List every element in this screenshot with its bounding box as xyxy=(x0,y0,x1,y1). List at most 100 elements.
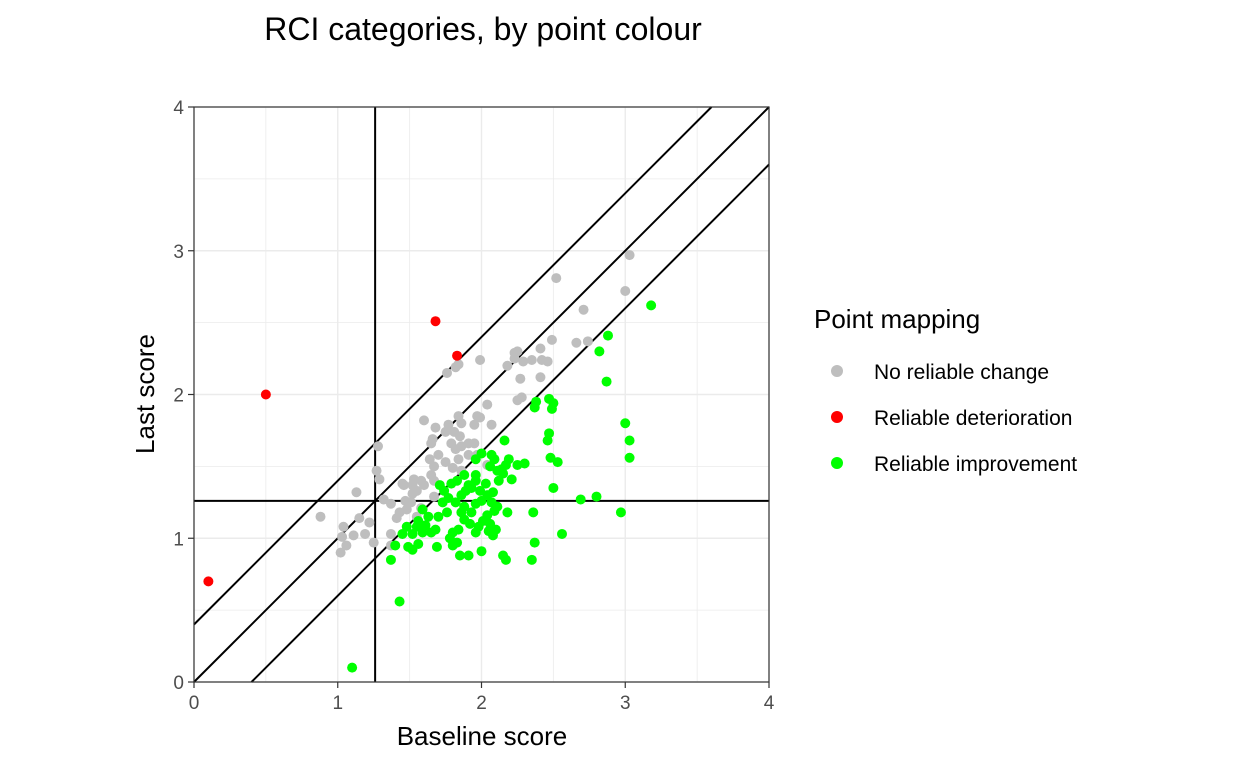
legend-label: Reliable improvement xyxy=(874,453,1077,476)
point-no-reliable-change xyxy=(424,454,435,465)
point-reliable-improvement xyxy=(529,402,540,413)
legend-key xyxy=(831,365,843,377)
point-reliable-improvement xyxy=(498,468,509,479)
point-reliable-deterioration xyxy=(452,350,463,361)
point-reliable-improvement xyxy=(519,458,530,469)
point-reliable-improvement xyxy=(486,449,497,460)
point-reliable-improvement xyxy=(447,540,458,551)
point-reliable-improvement xyxy=(385,554,396,565)
point-reliable-improvement xyxy=(548,482,559,493)
point-no-reliable-change xyxy=(378,494,389,505)
point-reliable-improvement xyxy=(466,482,477,493)
point-no-reliable-change xyxy=(502,360,513,371)
x-tick-label: 2 xyxy=(476,693,487,714)
point-no-reliable-change xyxy=(368,537,379,548)
point-no-reliable-change xyxy=(475,355,486,365)
point-no-reliable-change xyxy=(337,531,348,542)
point-no-reliable-change xyxy=(419,480,429,491)
point-reliable-improvement xyxy=(506,474,517,485)
y-tick-label: 0 xyxy=(173,673,184,694)
x-axis-title: Baseline score xyxy=(397,721,568,751)
legend-label: No reliable change xyxy=(874,361,1049,384)
point-reliable-improvement xyxy=(498,550,509,561)
point-no-reliable-change xyxy=(515,373,526,384)
point-reliable-improvement xyxy=(450,497,461,508)
x-tick-label: 1 xyxy=(332,693,343,714)
point-reliable-improvement xyxy=(591,491,602,502)
point-reliable-improvement xyxy=(552,457,563,468)
point-reliable-improvement xyxy=(526,554,537,565)
point-reliable-improvement xyxy=(624,435,635,446)
point-reliable-improvement xyxy=(646,300,657,311)
point-no-reliable-change xyxy=(447,462,458,473)
point-no-reliable-change xyxy=(364,517,375,528)
y-tick-label: 2 xyxy=(173,386,184,407)
point-no-reliable-change xyxy=(454,431,465,442)
point-reliable-improvement xyxy=(490,524,501,535)
point-no-reliable-change xyxy=(351,487,362,498)
point-reliable-improvement xyxy=(620,418,631,429)
point-no-reliable-change xyxy=(475,412,486,423)
point-reliable-improvement xyxy=(397,528,408,539)
point-reliable-improvement xyxy=(437,497,448,508)
x-tick-label: 0 xyxy=(189,693,200,714)
point-no-reliable-change xyxy=(385,498,396,509)
point-reliable-improvement xyxy=(431,541,442,552)
point-no-reliable-change xyxy=(408,474,419,485)
point-reliable-deterioration xyxy=(260,389,271,400)
point-reliable-improvement xyxy=(459,470,470,480)
point-no-reliable-change xyxy=(582,336,593,347)
legend-key xyxy=(831,411,843,423)
point-reliable-improvement xyxy=(434,480,445,491)
point-reliable-improvement xyxy=(446,478,457,489)
point-reliable-improvement xyxy=(417,504,428,515)
point-no-reliable-change xyxy=(551,273,562,284)
point-reliable-improvement xyxy=(615,507,626,518)
point-reliable-improvement xyxy=(442,507,452,518)
legend-key xyxy=(831,457,843,469)
point-no-reliable-change xyxy=(335,547,346,558)
point-no-reliable-change xyxy=(453,454,464,465)
point-no-reliable-change xyxy=(469,438,480,449)
diagonal-line-3 xyxy=(250,163,770,683)
point-reliable-improvement xyxy=(488,487,498,498)
point-reliable-improvement xyxy=(394,596,405,607)
point-no-reliable-change xyxy=(482,399,493,410)
point-no-reliable-change xyxy=(620,286,631,296)
point-reliable-deterioration xyxy=(203,576,214,587)
point-no-reliable-change xyxy=(374,474,385,485)
point-reliable-improvement xyxy=(463,550,474,561)
y-axis: 0 1 2 3 4 xyxy=(173,98,194,694)
point-no-reliable-change xyxy=(542,356,553,367)
point-reliable-improvement xyxy=(456,507,467,518)
point-no-reliable-change xyxy=(578,304,589,315)
point-no-reliable-change xyxy=(571,337,582,348)
point-reliable-improvement xyxy=(433,511,444,522)
point-no-reliable-change xyxy=(348,530,359,541)
point-no-reliable-change xyxy=(391,513,402,524)
y-tick-label: 3 xyxy=(173,242,184,263)
point-no-reliable-change xyxy=(486,419,497,430)
point-reliable-deterioration xyxy=(430,316,441,327)
point-reliable-improvement xyxy=(470,475,481,486)
point-no-reliable-change xyxy=(338,521,349,532)
point-no-reliable-change xyxy=(433,449,444,460)
point-no-reliable-change xyxy=(354,513,365,524)
point-no-reliable-change xyxy=(526,355,537,365)
chart-title: RCI categories, by point colour xyxy=(264,11,702,47)
point-no-reliable-change xyxy=(535,372,546,383)
point-reliable-improvement xyxy=(413,539,424,549)
point-reliable-improvement xyxy=(454,550,465,561)
legend-title: Point mapping xyxy=(814,304,980,334)
point-reliable-improvement xyxy=(544,428,555,439)
y-axis-title: Last score xyxy=(130,334,160,454)
point-reliable-improvement xyxy=(529,537,540,548)
point-no-reliable-change xyxy=(430,422,441,433)
point-no-reliable-change xyxy=(546,334,557,345)
point-reliable-improvement xyxy=(575,494,586,505)
point-no-reliable-change xyxy=(440,426,451,437)
point-no-reliable-change xyxy=(624,250,635,261)
data-points xyxy=(203,250,657,673)
point-no-reliable-change xyxy=(450,362,461,373)
